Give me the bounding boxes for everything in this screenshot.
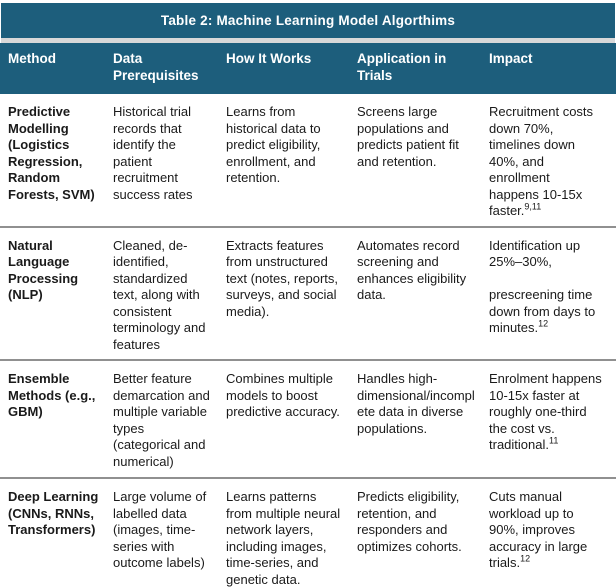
cell-data-prerequisites: Cleaned, de-identified, standardized tex… bbox=[113, 237, 206, 352]
column-header-data-prerequisites: Data Prerequisites bbox=[113, 51, 199, 83]
table-row: Natural Language Processing (NLP) Cleane… bbox=[0, 225, 616, 360]
cell-method: Ensemble Methods (e.g., GBM) bbox=[8, 371, 96, 419]
citation-reference: 9,11 bbox=[524, 201, 542, 212]
table-row: Predictive Modelling (Logistics Regressi… bbox=[0, 94, 616, 226]
cell-how-it-works: Learns from historical data to predict e… bbox=[226, 104, 321, 185]
cell-data-prerequisites: Large volume of labelled data (images, t… bbox=[113, 489, 207, 570]
column-header-impact: Impact bbox=[489, 51, 533, 66]
impact-text: Enrolment happens 10-15x faster at rough… bbox=[489, 371, 602, 452]
cell-application-in-trials: Handles high-dimensional/incomplete data… bbox=[357, 371, 475, 436]
cell-method: Deep Learning (CNNs, RNNs, Transformers) bbox=[8, 489, 99, 537]
citation-reference: 12 bbox=[538, 318, 549, 329]
cell-application-in-trials: Screens large populations and predicts p… bbox=[357, 104, 459, 169]
table-body: Predictive Modelling (Logistics Regressi… bbox=[0, 94, 616, 587]
table-header-row: Method Data Prerequisites How It Works A… bbox=[0, 43, 616, 94]
cell-data-prerequisites: Better feature demarcation and multiple … bbox=[113, 371, 210, 469]
column-header-method: Method bbox=[8, 51, 56, 66]
caption-divider bbox=[1, 38, 615, 43]
cell-how-it-works: Learns patterns from multiple neural net… bbox=[226, 489, 341, 587]
table-row: Ensemble Methods (e.g., GBM) Better feat… bbox=[0, 359, 616, 477]
cell-impact: Cuts manual workload up to 90%, improves… bbox=[489, 479, 616, 587]
cell-method: Predictive Modelling (Logistics Regressi… bbox=[8, 104, 95, 202]
cell-impact: Enrolment happens 10-15x faster at rough… bbox=[489, 361, 616, 477]
table-row: Deep Learning (CNNs, RNNs, Transformers)… bbox=[0, 477, 616, 587]
column-header-application-in-trials: Application in Trials bbox=[357, 51, 447, 83]
cell-application-in-trials: Predicts eligibility, retention, and res… bbox=[357, 489, 462, 554]
table-caption-text: Table 2: Machine Learning Model Algorthi… bbox=[160, 13, 456, 28]
cell-data-prerequisites: Historical trial records that identify t… bbox=[113, 104, 193, 202]
citation-reference: 12 bbox=[520, 553, 531, 564]
cell-how-it-works: Extracts features from unstructured text… bbox=[226, 237, 338, 319]
cell-how-it-works: Combines multiple models to boost predic… bbox=[226, 371, 340, 419]
table-caption: Table 2: Machine Learning Model Algorthi… bbox=[1, 3, 615, 38]
cell-impact: Recruitment costs down 70%, timelines do… bbox=[489, 94, 616, 226]
impact-text: Recruitment costs down 70%, timelines do… bbox=[489, 104, 594, 218]
cell-impact: Identification up 25%–30%, prescreening … bbox=[489, 228, 616, 360]
cell-application-in-trials: Automates record screening and enhances … bbox=[357, 237, 467, 303]
impact-text: Identification up 25%–30%, prescreening … bbox=[489, 237, 596, 336]
cell-method: Natural Language Processing (NLP) bbox=[8, 237, 79, 303]
citation-reference: 11 bbox=[548, 435, 559, 446]
column-header-how-it-works: How It Works bbox=[226, 51, 312, 66]
impact-text: Cuts manual workload up to 90%, improves… bbox=[489, 489, 588, 570]
